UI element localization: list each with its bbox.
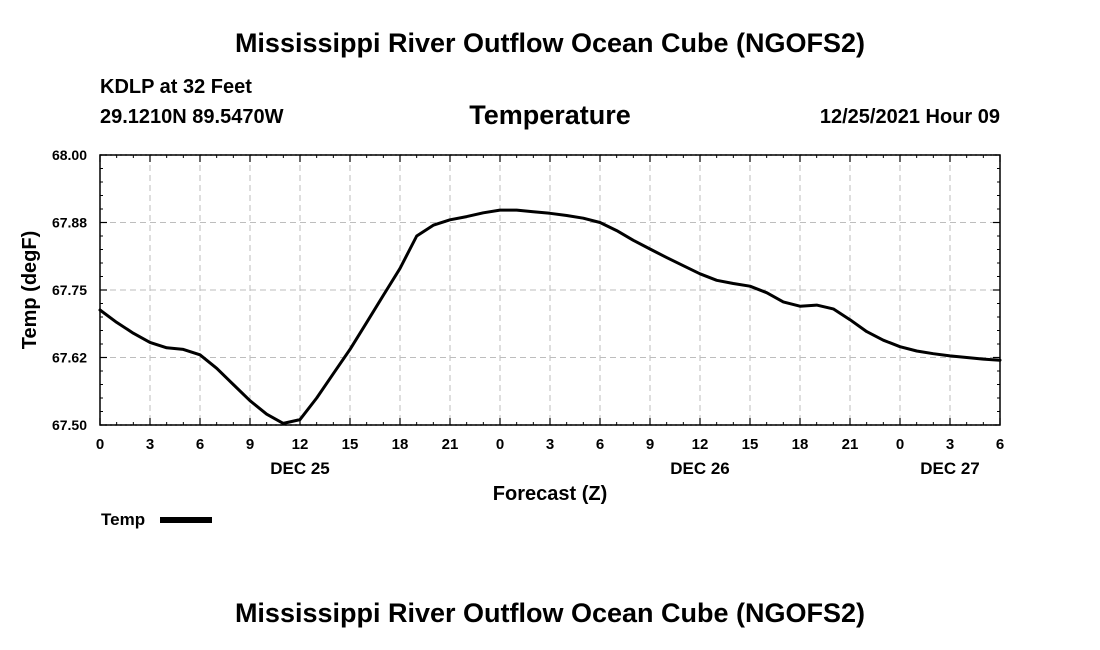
series-line-temp bbox=[98, 208, 1002, 425]
x-tick-label: 12 bbox=[292, 436, 309, 453]
x-axis-label: Forecast (Z) bbox=[493, 483, 607, 505]
x-tick-label: 0 bbox=[496, 436, 504, 453]
x-tick-label: 0 bbox=[96, 436, 104, 453]
y-tick-label: 67.62 bbox=[52, 350, 87, 366]
y-tick-label: 68.00 bbox=[52, 147, 87, 163]
y-tick-label: 67.50 bbox=[52, 417, 87, 433]
y-tick-label: 67.88 bbox=[52, 215, 87, 231]
x-tick-label: 0 bbox=[896, 436, 904, 453]
x-tick-label: 3 bbox=[546, 436, 554, 453]
x-tick-label: 21 bbox=[842, 436, 859, 453]
y-axis-label: Temp (degF) bbox=[19, 231, 41, 350]
chart-ticks: 0 3 6 9 12 15 18 21 0 3 6 9 12 15 18 21 0 3 6 DEC 25 DEC 26 D… bbox=[52, 147, 1004, 478]
x-date-label: DEC 25 bbox=[270, 459, 330, 478]
x-tick-label: 15 bbox=[742, 436, 759, 453]
x-tick-label: 18 bbox=[792, 436, 809, 453]
x-tick-label: 18 bbox=[392, 436, 409, 453]
station-coordinates: 29.1210N 89.5470W bbox=[100, 106, 284, 128]
station-label: KDLP at 32 Feet bbox=[100, 76, 252, 98]
y-tick-label: 67.75 bbox=[52, 282, 87, 298]
x-date-label: DEC 26 bbox=[670, 459, 730, 478]
x-tick-label: 21 bbox=[442, 436, 459, 453]
plot-frame bbox=[99, 154, 1001, 426]
x-tick-label: 12 bbox=[692, 436, 709, 453]
chart-footer-title: Mississippi River Outflow Ocean Cube (NG… bbox=[234, 598, 866, 628]
x-date-label: DEC 27 bbox=[920, 459, 980, 478]
x-tick-label: 3 bbox=[146, 436, 154, 453]
chart-series bbox=[98, 208, 1002, 425]
chart-main-title: Mississippi River Outflow Ocean Cube (NG… bbox=[234, 28, 866, 58]
x-tick-label: 9 bbox=[246, 436, 254, 453]
variable-title: Temperature bbox=[469, 100, 631, 130]
x-tick-label: 6 bbox=[596, 436, 604, 453]
chart-labels: Forecast (Z) Temp (degF) Temp bbox=[19, 231, 607, 529]
x-tick-label: 9 bbox=[646, 436, 654, 453]
x-tick-label: 15 bbox=[342, 436, 359, 453]
forecast-timestamp: 12/25/2021 Hour 09 bbox=[819, 106, 1000, 128]
legend-label: Temp bbox=[101, 510, 145, 529]
x-tick-label: 6 bbox=[996, 436, 1004, 453]
x-tick-label: 6 bbox=[196, 436, 204, 453]
x-tick-label: 3 bbox=[946, 436, 954, 453]
